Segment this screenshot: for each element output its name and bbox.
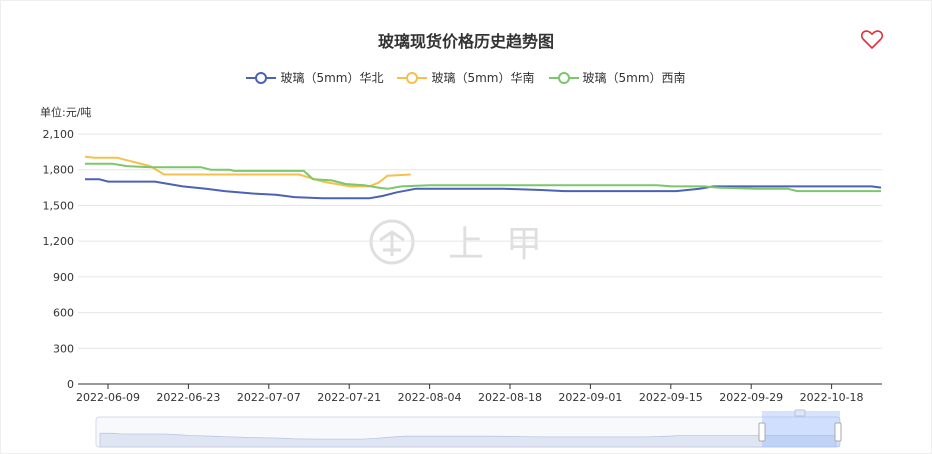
chart-title: 玻璃现货价格历史趋势图 [377, 32, 554, 51]
series-line-1 [84, 155, 411, 188]
legend-marker-huabei [246, 71, 277, 84]
x-tick-label: 2022-07-07 [237, 391, 301, 404]
y-tick-label: 300 [53, 342, 74, 355]
legend-label: 玻璃（5mm）华南 [431, 71, 535, 85]
y-tick-label: 900 [53, 271, 74, 284]
y-tick-label: 600 [53, 307, 74, 320]
watermark-text: 上甲 [448, 224, 564, 265]
zoom-preview [99, 432, 837, 448]
legend: 玻璃（5mm）华北 玻璃（5mm）华南 玻璃（5mm）西南 [0, 69, 932, 86]
zoom-handle-left[interactable] [758, 422, 766, 442]
legend-item-xinan[interactable]: 玻璃（5mm）西南 [548, 69, 686, 86]
series-line-2 [85, 162, 881, 193]
legend-label: 玻璃（5mm）西南 [582, 71, 686, 85]
x-tick-label: 2022-10-18 [800, 391, 864, 404]
zoom-slider[interactable] [95, 409, 842, 448]
legend-item-huabei[interactable]: 玻璃（5mm）华北 [246, 69, 383, 86]
legend-label: 玻璃（5mm）华北 [280, 71, 384, 85]
legend-item-huanan[interactable]: 玻璃（5mm）华南 [397, 69, 535, 86]
heart-outline-icon[interactable] [860, 27, 884, 51]
y-tick-label: 1,800 [43, 164, 75, 177]
legend-marker-xinan [548, 71, 579, 84]
zoom-move-handle[interactable] [794, 409, 806, 417]
y-tick-label: 1,500 [43, 199, 75, 212]
watermark: 上甲 [369, 219, 564, 265]
y-axis-unit: 单位:元/吨 [40, 106, 92, 119]
y-tick-label: 1,200 [43, 235, 75, 248]
x-tick-label: 2022-07-21 [317, 391, 381, 404]
zoom-handle-right[interactable] [834, 422, 842, 442]
x-tick-label: 2022-09-15 [639, 391, 703, 404]
x-tick-label: 2022-06-09 [76, 391, 140, 404]
x-tick-label: 2022-06-23 [156, 391, 220, 404]
y-tick-label: 0 [67, 378, 74, 391]
x-tick-label: 2022-09-01 [558, 391, 622, 404]
legend-marker-huanan [397, 71, 428, 84]
x-tick-label: 2022-08-18 [478, 391, 542, 404]
y-tick-label: 2,100 [43, 128, 75, 141]
x-tick-label: 2022-08-04 [398, 391, 462, 404]
series-line-0 [85, 178, 882, 200]
x-tick-label: 2022-09-29 [719, 391, 783, 404]
zoom-selection[interactable] [762, 411, 840, 447]
